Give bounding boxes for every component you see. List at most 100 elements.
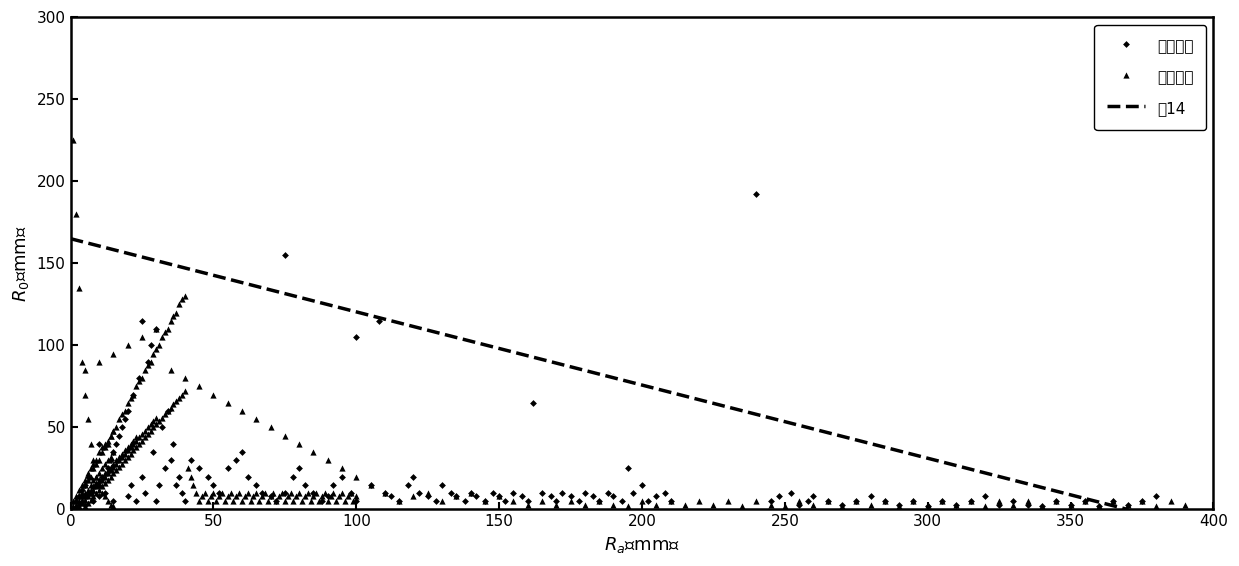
无灾害日: [238, 488, 258, 498]
有灾害日: [466, 492, 486, 501]
有灾害日: [618, 464, 638, 473]
有灾害日: [304, 488, 323, 498]
有灾害日: [455, 497, 475, 506]
无灾害日: [87, 488, 107, 498]
无灾害日: [92, 472, 112, 481]
无灾害日: [140, 426, 160, 435]
无灾害日: [229, 488, 249, 498]
有灾害日: [83, 497, 103, 506]
有灾害日: [161, 456, 181, 465]
无灾害日: [92, 443, 112, 452]
有灾害日: [647, 492, 667, 501]
无灾害日: [532, 497, 551, 506]
有灾害日: [903, 497, 923, 506]
无灾害日: [323, 488, 343, 498]
无灾害日: [81, 464, 100, 473]
有灾害日: [461, 488, 481, 498]
有灾害日: [1089, 501, 1109, 511]
有灾害日: [252, 488, 271, 498]
无灾害日: [761, 500, 781, 509]
无灾害日: [81, 485, 100, 494]
无灾害日: [104, 426, 124, 435]
无灾害日: [74, 390, 94, 399]
无灾害日: [67, 209, 87, 218]
无灾害日: [660, 497, 680, 506]
无灾害日: [918, 500, 938, 509]
有灾害日: [284, 472, 304, 481]
无灾害日: [170, 393, 190, 402]
无灾害日: [1104, 497, 1124, 506]
无灾害日: [92, 482, 112, 491]
无灾害日: [1075, 497, 1095, 506]
无灾害日: [98, 469, 118, 478]
有灾害日: [1004, 497, 1023, 506]
无灾害日: [107, 456, 126, 465]
有灾害日: [861, 492, 881, 501]
无灾害日: [326, 497, 346, 506]
有灾害日: [112, 423, 131, 432]
无灾害日: [166, 308, 186, 317]
无灾害日: [78, 492, 98, 501]
无灾害日: [129, 377, 149, 386]
无灾害日: [67, 500, 87, 509]
无灾害日: [95, 439, 115, 448]
无灾害日: [218, 492, 238, 501]
无灾害日: [155, 410, 175, 419]
无灾害日: [152, 413, 172, 422]
X-axis label: $\mathit{R}_{a}$（mm）: $\mathit{R}_{a}$（mm）: [603, 535, 680, 555]
无灾害日: [89, 448, 109, 457]
无灾害日: [647, 500, 667, 509]
有灾害日: [209, 488, 229, 498]
有灾害日: [441, 488, 461, 498]
有灾害日: [155, 464, 175, 473]
有灾害日: [100, 456, 120, 465]
无灾害日: [112, 452, 131, 461]
无灾害日: [100, 431, 120, 440]
有灾害日: [623, 488, 643, 498]
无灾害日: [83, 492, 103, 501]
无灾害日: [190, 497, 209, 506]
无灾害日: [146, 324, 166, 333]
无灾害日: [104, 448, 124, 457]
有灾害日: [553, 488, 572, 498]
无灾害日: [947, 500, 966, 509]
有灾害日: [98, 464, 118, 473]
有灾害日: [404, 472, 424, 481]
无灾害日: [126, 382, 146, 391]
无灾害日: [115, 456, 135, 465]
无灾害日: [124, 436, 144, 445]
无灾害日: [275, 431, 295, 440]
有灾害日: [483, 488, 503, 498]
无灾害日: [157, 324, 177, 333]
有灾害日: [1118, 500, 1137, 509]
无灾害日: [92, 488, 112, 498]
无灾害日: [361, 481, 380, 490]
无灾害日: [330, 492, 349, 501]
无灾害日: [310, 497, 330, 506]
有灾害日: [181, 456, 201, 465]
无灾害日: [461, 488, 481, 498]
无灾害日: [104, 501, 124, 511]
无灾害日: [149, 417, 169, 426]
无灾害日: [72, 499, 92, 508]
有灾害日: [960, 497, 980, 506]
有灾害日: [312, 497, 332, 506]
无灾害日: [192, 492, 212, 501]
有灾害日: [118, 406, 138, 415]
无灾害日: [112, 449, 131, 458]
有灾害日: [109, 431, 129, 440]
无灾害日: [317, 497, 337, 506]
有灾害日: [1104, 497, 1124, 506]
无灾害日: [618, 501, 638, 511]
无灾害日: [81, 495, 100, 504]
有灾害日: [232, 448, 252, 457]
无灾害日: [818, 497, 838, 506]
无灾害日: [67, 492, 87, 501]
无灾害日: [1047, 497, 1067, 506]
无灾害日: [87, 456, 107, 465]
无灾害日: [118, 398, 138, 408]
无灾害日: [74, 488, 94, 498]
无灾害日: [78, 469, 98, 478]
无灾害日: [161, 366, 181, 375]
无灾害日: [98, 466, 118, 475]
